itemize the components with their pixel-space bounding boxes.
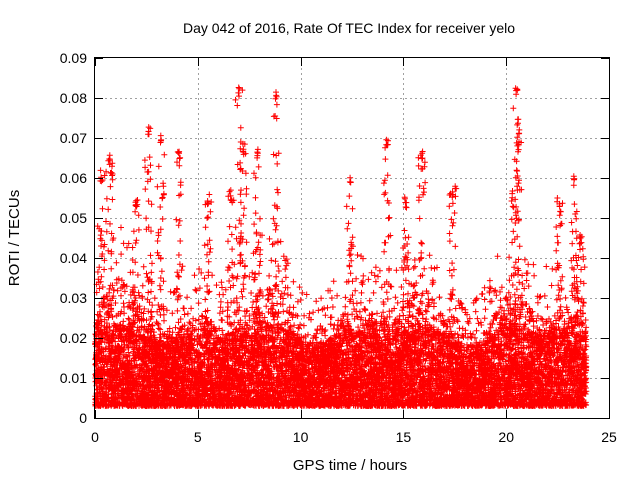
y-tick-label: 0.09 xyxy=(60,50,87,66)
y-tick-label: 0 xyxy=(79,410,87,426)
x-tick-label: 10 xyxy=(293,429,309,445)
x-tick-label: 15 xyxy=(396,429,412,445)
y-tick-label: 0.06 xyxy=(60,170,87,186)
plot-frame xyxy=(94,57,610,419)
x-tick-label: 0 xyxy=(91,429,99,445)
y-axis-label: ROTI / TECUs xyxy=(6,190,23,286)
y-tick-label: 0.03 xyxy=(60,290,87,306)
y-tick-label: 0.04 xyxy=(60,250,87,266)
data-points xyxy=(92,84,590,409)
axis-ticks: 0 0.01 0.02 0.03 0.04 0.05 0.06 0.07 0.08 0.09 0 5 1… xyxy=(60,50,617,445)
y-tick-label: 0.05 xyxy=(60,210,87,226)
x-tick-label: 5 xyxy=(194,429,202,445)
x-axis-label: GPS time / hours xyxy=(293,457,407,474)
y-tick-label: 0.01 xyxy=(60,370,87,386)
y-tick-label: 0.08 xyxy=(60,90,87,106)
x-tick-label: 20 xyxy=(498,429,514,445)
x-tick-label: 25 xyxy=(601,429,617,445)
y-tick-label: 0.07 xyxy=(60,130,87,146)
chart-title: Day 042 of 2016, Rate Of TEC Index for r… xyxy=(183,20,515,36)
roti-data-markers xyxy=(92,84,590,409)
y-tick-label: 0.02 xyxy=(60,330,87,346)
